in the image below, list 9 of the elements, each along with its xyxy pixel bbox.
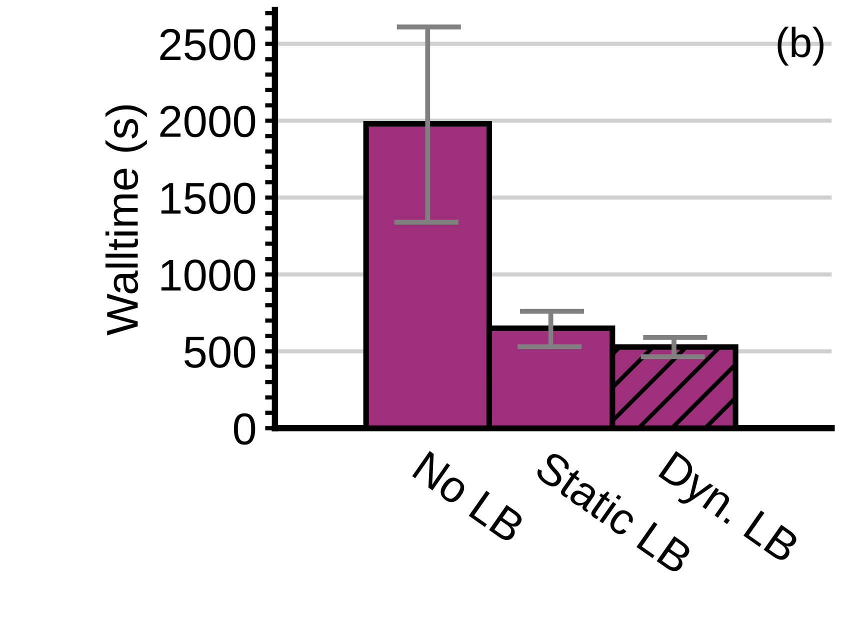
y-tick-label: 1000 <box>161 260 256 291</box>
y-tick-label: 1500 <box>161 182 256 214</box>
y-tick-label: 500 <box>184 336 256 368</box>
y-tick-label: 0 <box>234 413 256 445</box>
y-axis-title: Walltime (s) <box>105 105 147 336</box>
annotation: (b) <box>778 26 824 66</box>
y-tick-label: 2000 <box>160 106 256 138</box>
x-tick-label: No LB <box>412 451 526 544</box>
y-tick-label: 2500 <box>160 28 256 60</box>
